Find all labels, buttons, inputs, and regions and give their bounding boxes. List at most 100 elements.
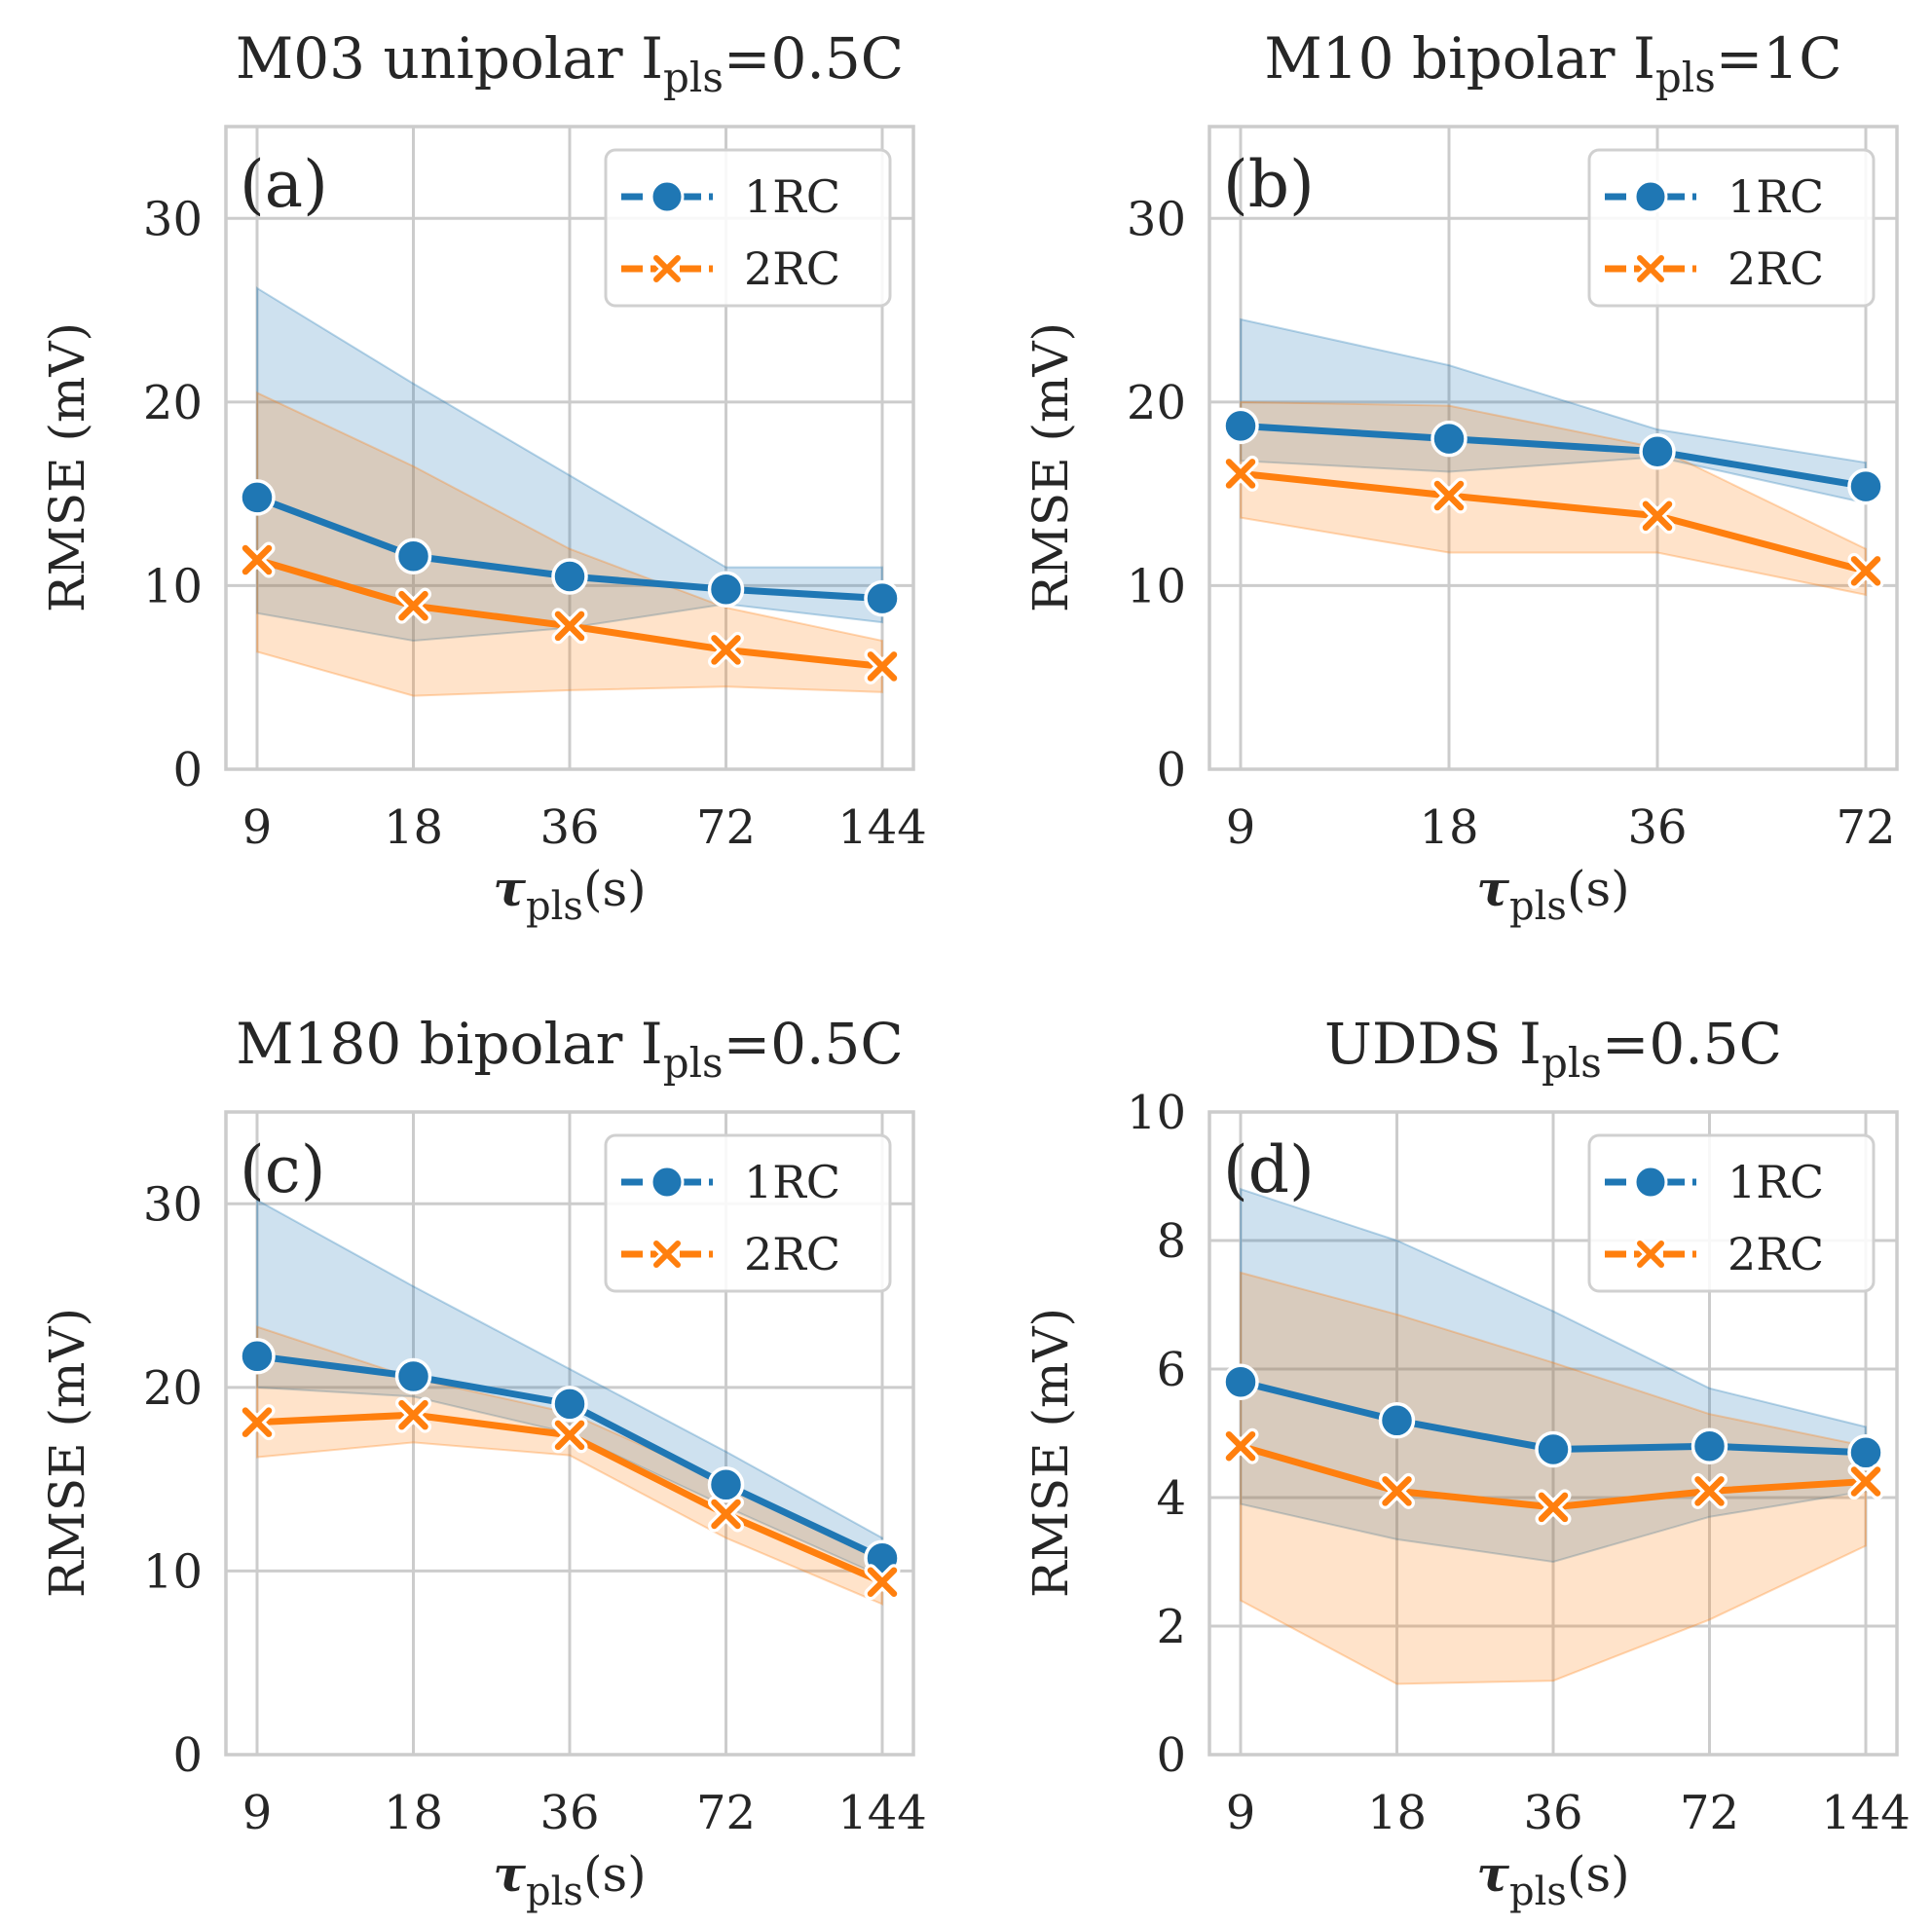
panel-label: (c) — [240, 1132, 325, 1207]
x-tick-label: 9 — [242, 1786, 273, 1840]
ci-band-1RC — [1240, 1187, 1867, 1564]
legend-marker-1RC — [650, 179, 685, 214]
data-point-1RC — [1222, 1363, 1259, 1400]
legend-label-1RC: 1RC — [1728, 170, 1824, 223]
title-subscript: pls — [1542, 1039, 1602, 1087]
title-subscript: pls — [663, 54, 724, 101]
x-label-unit: (s) — [1567, 1846, 1630, 1903]
plot-frame — [224, 125, 915, 771]
x-axis-label: τpls(s) — [493, 860, 646, 929]
legend-marker-2RC — [1634, 1238, 1667, 1271]
x-tick-label: 9 — [1226, 800, 1256, 855]
y-tick-label: 0 — [172, 1728, 203, 1783]
data-point-2RC — [1639, 498, 1676, 535]
x-tick-label: 72 — [1680, 1786, 1739, 1840]
x-label-subscript: pls — [526, 1870, 583, 1914]
y-tick-label: 30 — [143, 192, 203, 246]
data-point-2RC — [1535, 1489, 1572, 1526]
y-tick-label: 30 — [143, 1177, 203, 1232]
y-tick-label: 0 — [1156, 743, 1186, 797]
legend-marker-2RC — [650, 1238, 684, 1271]
panel-label: (d) — [1223, 1132, 1315, 1207]
y-tick-label: 0 — [172, 743, 203, 797]
x-label-subscript: pls — [1509, 1870, 1567, 1914]
chart-title: M180 bipolar Ipls=0.5C — [236, 1011, 904, 1087]
panel-label: (a) — [240, 147, 328, 222]
y-axis-label: RMSE (mV) — [1022, 322, 1079, 612]
legend-marker-2RC — [1634, 252, 1667, 285]
x-tick-label: 18 — [1419, 800, 1478, 855]
legend-label-2RC: 2RC — [1728, 242, 1824, 295]
data-point-2RC — [1222, 1427, 1259, 1464]
data-point-2RC — [551, 608, 588, 645]
data-point-1RC — [1535, 1430, 1572, 1468]
series-line-2RC — [1240, 469, 1867, 574]
x-tick-label: 18 — [384, 800, 443, 855]
x-label-symbol: τ — [1476, 1845, 1509, 1903]
data-point-1RC — [1690, 1427, 1728, 1464]
y-tick-label: 8 — [1156, 1214, 1186, 1269]
y-tick-label: 2 — [1156, 1600, 1186, 1654]
panel-label: (b) — [1223, 147, 1315, 222]
data-point-2RC — [1430, 477, 1468, 514]
data-point-1RC — [239, 479, 276, 516]
x-tick-label: 9 — [1226, 1786, 1256, 1840]
title-main: UDDS I — [1324, 1011, 1542, 1077]
y-tick-label: 10 — [143, 559, 203, 613]
y-tick-label: 4 — [1156, 1471, 1186, 1526]
x-label-subscript: pls — [1509, 884, 1567, 929]
y-tick-label: 10 — [1127, 559, 1186, 613]
x-tick-label: 18 — [384, 1786, 443, 1840]
data-point-2RC — [1847, 1463, 1884, 1500]
y-axis-label: RMSE (mV) — [1022, 1308, 1079, 1598]
y-tick-label: 20 — [143, 376, 203, 430]
data-point-1RC — [394, 1357, 432, 1395]
x-tick-label: 72 — [696, 1786, 756, 1840]
x-label-symbol: τ — [493, 1845, 526, 1903]
data-point-2RC — [1222, 455, 1259, 492]
x-tick-label: 72 — [696, 800, 756, 855]
data-point-1RC — [551, 1386, 588, 1423]
data-point-2RC — [239, 1404, 276, 1441]
legend-marker-1RC — [1633, 179, 1668, 214]
x-label-unit: (s) — [1567, 861, 1630, 917]
legend-label-2RC: 2RC — [1728, 1228, 1824, 1280]
chart-title: UDDS Ipls=0.5C — [1324, 1011, 1782, 1087]
data-point-2RC — [551, 1417, 588, 1454]
data-point-1RC — [707, 1466, 745, 1503]
title-tail: =0.5C — [724, 1011, 904, 1077]
data-point-1RC — [707, 571, 745, 608]
x-label-unit: (s) — [583, 861, 647, 917]
data-point-1RC — [1222, 407, 1259, 445]
series-line-1RC — [1240, 422, 1867, 491]
title-main: M03 unipolar I — [236, 25, 663, 92]
y-tick-label: 10 — [143, 1544, 203, 1599]
data-point-2RC — [1691, 1472, 1728, 1509]
title-tail: =0.5C — [724, 25, 904, 92]
data-point-1RC — [864, 579, 901, 617]
data-point-1RC — [1639, 433, 1676, 470]
data-point-1RC — [1430, 420, 1468, 458]
x-axis-label: τpls(s) — [1476, 860, 1629, 929]
x-label-symbol: τ — [493, 860, 526, 917]
data-point-1RC — [1847, 467, 1884, 505]
legend-label-2RC: 2RC — [744, 242, 840, 295]
y-tick-label: 20 — [1127, 376, 1186, 430]
x-tick-label: 72 — [1836, 800, 1895, 855]
y-tick-label: 10 — [1127, 1086, 1186, 1140]
chart-title: M03 unipolar Ipls=0.5C — [236, 25, 904, 101]
ci-band-2RC — [256, 1325, 883, 1606]
data-point-1RC — [394, 537, 432, 575]
y-tick-label: 6 — [1156, 1343, 1186, 1397]
x-axis-label: τpls(s) — [493, 1845, 646, 1914]
data-point-2RC — [708, 631, 744, 668]
title-tail: =0.5C — [1602, 1011, 1782, 1077]
plot-frame — [224, 1110, 915, 1757]
y-tick-label: 0 — [1156, 1728, 1186, 1783]
legend-label-1RC: 1RC — [744, 170, 840, 223]
